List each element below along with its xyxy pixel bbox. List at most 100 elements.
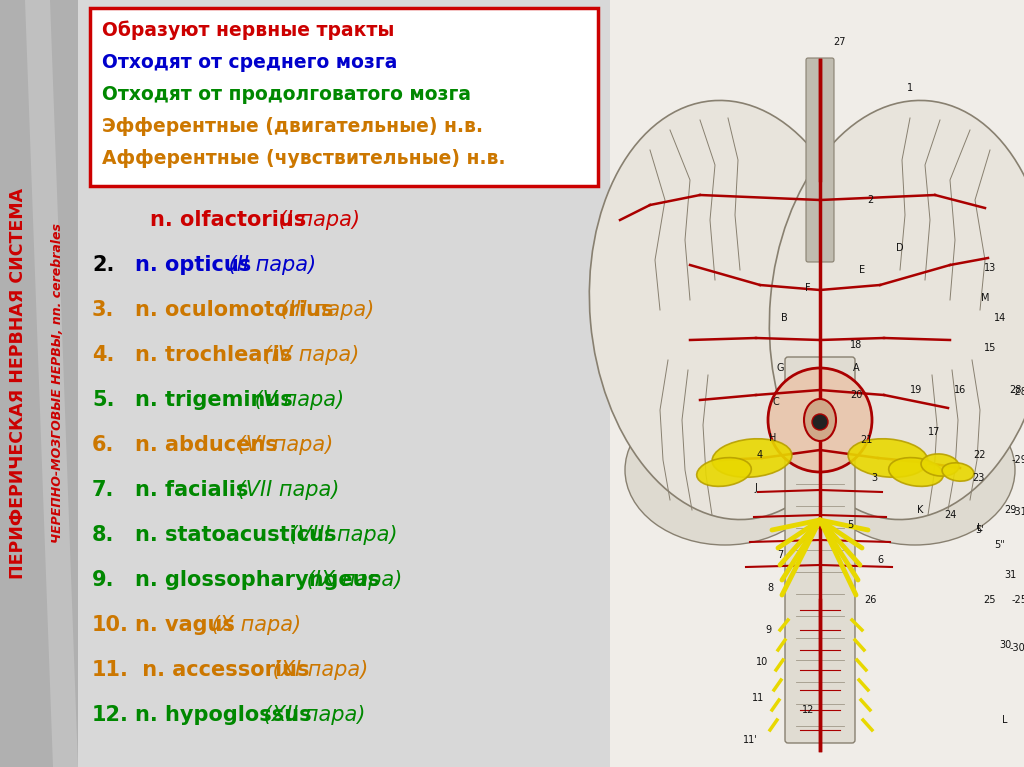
Text: n. glossopharyngeus: n. glossopharyngeus	[135, 570, 380, 590]
Text: 23: 23	[972, 473, 984, 483]
Text: 24: 24	[944, 510, 956, 520]
Ellipse shape	[942, 463, 974, 481]
Text: 12: 12	[802, 705, 814, 715]
Text: 4.: 4.	[92, 345, 115, 365]
Text: H: H	[769, 433, 776, 443]
Text: 11': 11'	[742, 735, 758, 745]
Text: -28: -28	[1012, 387, 1024, 397]
Ellipse shape	[889, 458, 943, 486]
Text: 12.: 12.	[92, 705, 129, 725]
Text: ПЕРИФЕРИЧЕСКАЯ НЕРВНАЯ СИСТЕМА: ПЕРИФЕРИЧЕСКАЯ НЕРВНАЯ СИСТЕМА	[9, 187, 27, 578]
Text: 3.: 3.	[92, 300, 115, 320]
Text: L: L	[977, 523, 983, 533]
Text: ЧЕРЕПНО-МОЗГОВЫЕ НЕРВЫ, nn. cerebrales: ЧЕРЕПНО-МОЗГОВЫЕ НЕРВЫ, nn. cerebrales	[51, 223, 65, 543]
Polygon shape	[25, 0, 78, 767]
Text: 9: 9	[765, 625, 771, 635]
Text: n. olfactorius: n. olfactorius	[150, 210, 306, 230]
Text: 8.: 8.	[92, 525, 115, 545]
Text: n. oculomotorius: n. oculomotorius	[135, 300, 334, 320]
Text: n. hypoglossus: n. hypoglossus	[135, 705, 311, 725]
Text: n. facialis: n. facialis	[135, 480, 249, 500]
Text: 31: 31	[1004, 570, 1016, 580]
Text: (XII пара): (XII пара)	[257, 705, 366, 725]
Text: 11.: 11.	[92, 660, 129, 680]
Text: n. opticus: n. opticus	[135, 255, 251, 275]
Text: -25: -25	[1012, 595, 1024, 605]
Text: (III пара): (III пара)	[274, 300, 375, 320]
Text: D: D	[896, 243, 904, 253]
Text: 6.: 6.	[92, 435, 115, 455]
Text: 5": 5"	[994, 540, 1006, 550]
Text: C: C	[773, 397, 779, 407]
Text: M: M	[981, 293, 989, 303]
Text: Отходят от продолговатого мозга: Отходят от продолговатого мозга	[102, 84, 471, 104]
Text: 30: 30	[998, 640, 1011, 650]
Text: J: J	[755, 483, 758, 493]
Text: -31: -31	[1012, 507, 1024, 517]
FancyBboxPatch shape	[806, 58, 834, 262]
Text: Образуют нервные тракты: Образуют нервные тракты	[102, 20, 394, 40]
Text: F: F	[805, 283, 811, 293]
Ellipse shape	[712, 439, 792, 477]
Circle shape	[768, 368, 872, 472]
Ellipse shape	[696, 458, 752, 486]
FancyBboxPatch shape	[78, 0, 610, 767]
Text: 9.: 9.	[92, 570, 115, 590]
FancyBboxPatch shape	[0, 0, 78, 767]
Text: 7: 7	[777, 550, 783, 560]
Text: 27: 27	[834, 37, 846, 47]
Text: 1: 1	[907, 83, 913, 93]
Text: 5: 5	[847, 520, 853, 530]
Text: 15: 15	[984, 343, 996, 353]
Ellipse shape	[625, 395, 825, 545]
Text: 26: 26	[864, 595, 877, 605]
Text: (X пара): (X пара)	[205, 615, 301, 635]
Ellipse shape	[590, 100, 870, 519]
Text: 28: 28	[1009, 385, 1021, 395]
Text: 16: 16	[954, 385, 966, 395]
Text: 25: 25	[984, 595, 996, 605]
Text: A: A	[853, 363, 859, 373]
Text: L: L	[1002, 715, 1008, 725]
FancyBboxPatch shape	[610, 0, 1024, 767]
Ellipse shape	[848, 439, 928, 477]
FancyBboxPatch shape	[90, 8, 598, 186]
Text: (VI пара): (VI пара)	[230, 435, 333, 455]
Text: n. statoacusticus: n. statoacusticus	[135, 525, 337, 545]
Text: 5': 5'	[976, 525, 984, 535]
Text: K: K	[916, 505, 924, 515]
Text: 10.: 10.	[92, 615, 129, 635]
Text: 13: 13	[984, 263, 996, 273]
Text: n. trigeminus: n. trigeminus	[135, 390, 293, 410]
Text: 17: 17	[928, 427, 940, 437]
Ellipse shape	[921, 454, 958, 476]
Text: 20: 20	[850, 390, 862, 400]
Text: n. trochlearis: n. trochlearis	[135, 345, 293, 365]
Text: (XI пара): (XI пара)	[265, 660, 368, 680]
Text: 8: 8	[767, 583, 773, 593]
Text: n. vagus: n. vagus	[135, 615, 234, 635]
Text: (IX пара): (IX пара)	[300, 570, 402, 590]
Text: Афферентные (чувствительные) н.в.: Афферентные (чувствительные) н.в.	[102, 149, 506, 167]
Text: (II пара): (II пара)	[222, 255, 316, 275]
Text: 7.: 7.	[92, 480, 115, 500]
Ellipse shape	[804, 399, 836, 441]
Text: Отходят от среднего мозга: Отходят от среднего мозга	[102, 52, 397, 71]
Text: 2.: 2.	[92, 255, 115, 275]
Ellipse shape	[815, 395, 1015, 545]
Text: 10: 10	[756, 657, 768, 667]
Text: 3: 3	[871, 473, 878, 483]
Text: 19: 19	[910, 385, 923, 395]
Text: -30: -30	[1010, 643, 1024, 653]
Text: (VII пара): (VII пара)	[230, 480, 339, 500]
Text: -29: -29	[1012, 455, 1024, 465]
Text: n. abducens: n. abducens	[135, 435, 278, 455]
FancyBboxPatch shape	[785, 357, 855, 743]
Ellipse shape	[769, 100, 1024, 519]
Text: 11: 11	[752, 693, 764, 703]
Text: 14: 14	[994, 313, 1007, 323]
Text: 5.: 5.	[92, 390, 115, 410]
Text: (IV пара): (IV пара)	[257, 345, 359, 365]
Text: E: E	[859, 265, 865, 275]
Circle shape	[812, 414, 828, 430]
